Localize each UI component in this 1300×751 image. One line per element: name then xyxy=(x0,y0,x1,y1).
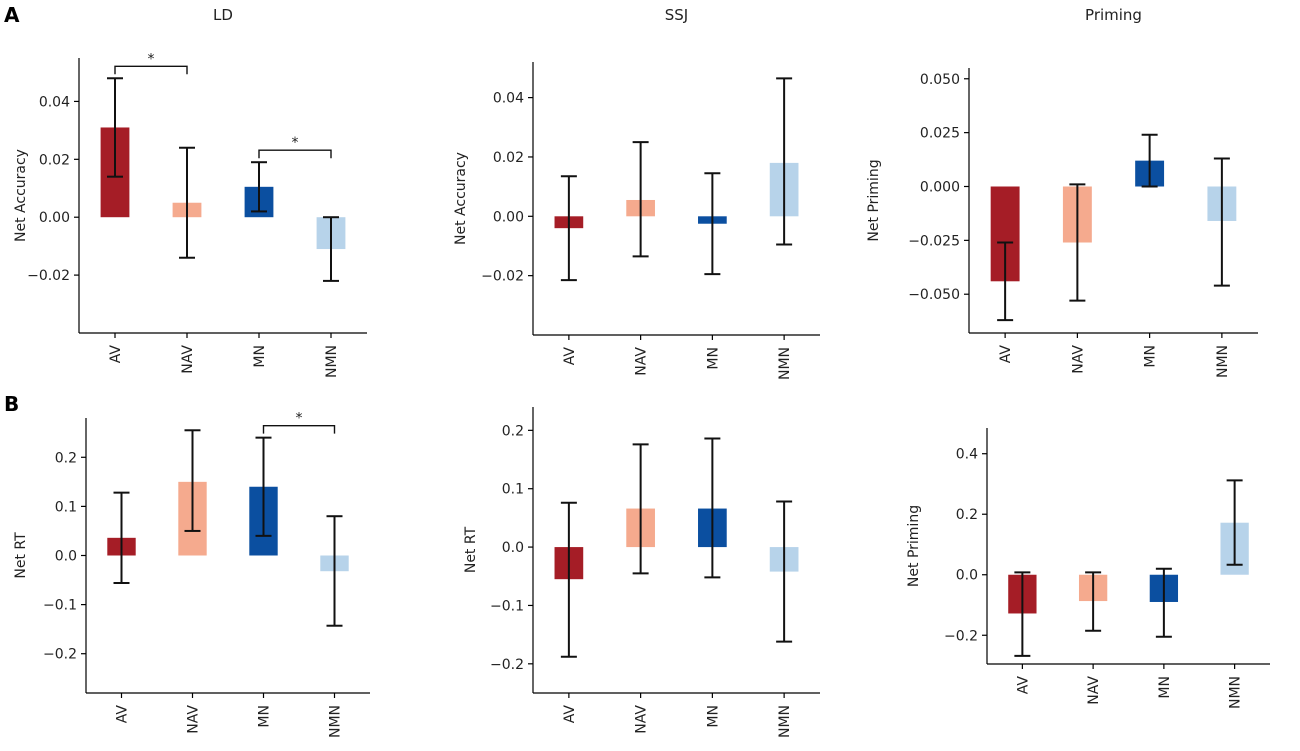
x-tick-label: MN xyxy=(705,705,721,728)
chart-title: LD xyxy=(213,6,233,24)
y-tick-label: 0.025 xyxy=(920,126,960,142)
x-tick-label: MN xyxy=(1143,345,1159,368)
y-tick-label: 0.2 xyxy=(55,450,77,466)
x-tick-label: NAV xyxy=(186,705,202,734)
x-tick-label: NAV xyxy=(634,705,650,734)
x-tick-label: AV xyxy=(562,705,578,724)
x-tick-label: NAV xyxy=(1070,345,1086,374)
y-tick-label: 0.4 xyxy=(956,447,978,463)
x-tick-label: NMN xyxy=(1228,676,1244,709)
y-axis-label: Net Accuracy xyxy=(453,152,469,245)
significance-star: * xyxy=(296,411,303,427)
chart-2: SSJ Net Accuracy −0.02 0.00 0.02 0.04 AV NAV MN N… xyxy=(453,6,820,380)
x-tick-label: AV xyxy=(998,345,1014,364)
y-axis-label: Net RT xyxy=(13,532,29,579)
y-tick-label: −0.050 xyxy=(908,287,960,303)
y-tick-label: 0.050 xyxy=(920,72,960,88)
y-tick-label: 0.1 xyxy=(502,482,524,498)
y-tick-label: 0.04 xyxy=(39,94,70,110)
y-tick-label: 0.2 xyxy=(956,507,978,523)
chart-5: Net RT −0.2 −0.1 0.0 0.1 0.2 AV NAV MN NMN xyxy=(463,407,820,738)
y-tick-label: 0.02 xyxy=(39,152,70,168)
y-tick-label: 0.00 xyxy=(493,209,524,225)
chart-title: SSJ xyxy=(665,6,688,24)
x-tick-label: MN xyxy=(257,705,273,728)
y-axis-label: Net RT xyxy=(463,526,479,573)
y-tick-label: −0.02 xyxy=(27,268,70,284)
y-axis-label: Net Accuracy xyxy=(13,149,29,242)
x-tick-label: AV xyxy=(115,705,131,724)
chart-1: LD Net Accuracy −0.02 0.00 0.02 0.04 AV NAV MN NM… xyxy=(13,6,367,378)
x-tick-label: NMN xyxy=(328,705,344,738)
x-tick-label: NAV xyxy=(634,347,650,376)
x-tick-label: AV xyxy=(562,347,578,366)
y-tick-label: −0.025 xyxy=(908,233,960,249)
y-tick-label: 0.04 xyxy=(493,91,524,107)
y-tick-label: −0.1 xyxy=(490,598,524,614)
x-tick-label: AV xyxy=(108,345,124,364)
x-tick-label: NAV xyxy=(1086,676,1102,705)
y-axis-label: Net Priming xyxy=(906,505,922,587)
x-tick-label: NMN xyxy=(777,347,793,380)
x-tick-label: AV xyxy=(1015,676,1031,695)
y-tick-label: 0.00 xyxy=(39,210,70,226)
x-tick-label: MN xyxy=(252,345,268,368)
y-tick-label: 0.0 xyxy=(956,568,978,584)
x-tick-label: NAV xyxy=(180,345,196,374)
x-tick-label: NMN xyxy=(324,345,340,378)
y-tick-label: 0.0 xyxy=(55,549,77,565)
significance-star: * xyxy=(292,135,299,151)
chart-4: Net RT −0.2 −0.1 0.0 0.1 0.2 AV NAV MN NMN * xyxy=(13,411,370,738)
chart-6: Net Priming −0.2 0.0 0.2 0.4 AV NAV MN NMN xyxy=(906,428,1270,709)
significance-star: * xyxy=(148,51,155,67)
y-tick-label: −0.2 xyxy=(490,657,524,673)
charts-container: LD Net Accuracy −0.02 0.00 0.02 0.04 AV NAV MN NM… xyxy=(13,6,1270,738)
y-tick-label: 0.2 xyxy=(502,423,524,439)
y-tick-label: −0.2 xyxy=(944,628,978,644)
y-tick-label: −0.02 xyxy=(481,269,524,285)
significance-bracket xyxy=(262,424,336,434)
chart-3: Priming Net Priming −0.050 −0.025 0.000 0.025… xyxy=(866,6,1258,378)
significance-bracket xyxy=(258,149,332,159)
panel-letter-b: B xyxy=(4,392,19,416)
y-tick-label: −0.2 xyxy=(43,647,77,663)
y-axis-label: Net Priming xyxy=(866,159,882,241)
y-tick-label: 0.0 xyxy=(502,540,524,556)
x-tick-label: NMN xyxy=(777,705,793,738)
y-tick-label: −0.1 xyxy=(43,598,77,614)
significance-bracket xyxy=(114,65,188,75)
x-tick-label: NMN xyxy=(1215,345,1231,378)
y-tick-label: 0.000 xyxy=(920,179,960,195)
x-tick-label: MN xyxy=(1157,676,1173,699)
x-tick-label: MN xyxy=(705,347,721,370)
panel-letter-a: A xyxy=(4,3,20,27)
y-tick-label: 0.02 xyxy=(493,150,524,166)
y-tick-label: 0.1 xyxy=(55,499,77,515)
chart-title: Priming xyxy=(1085,6,1142,24)
